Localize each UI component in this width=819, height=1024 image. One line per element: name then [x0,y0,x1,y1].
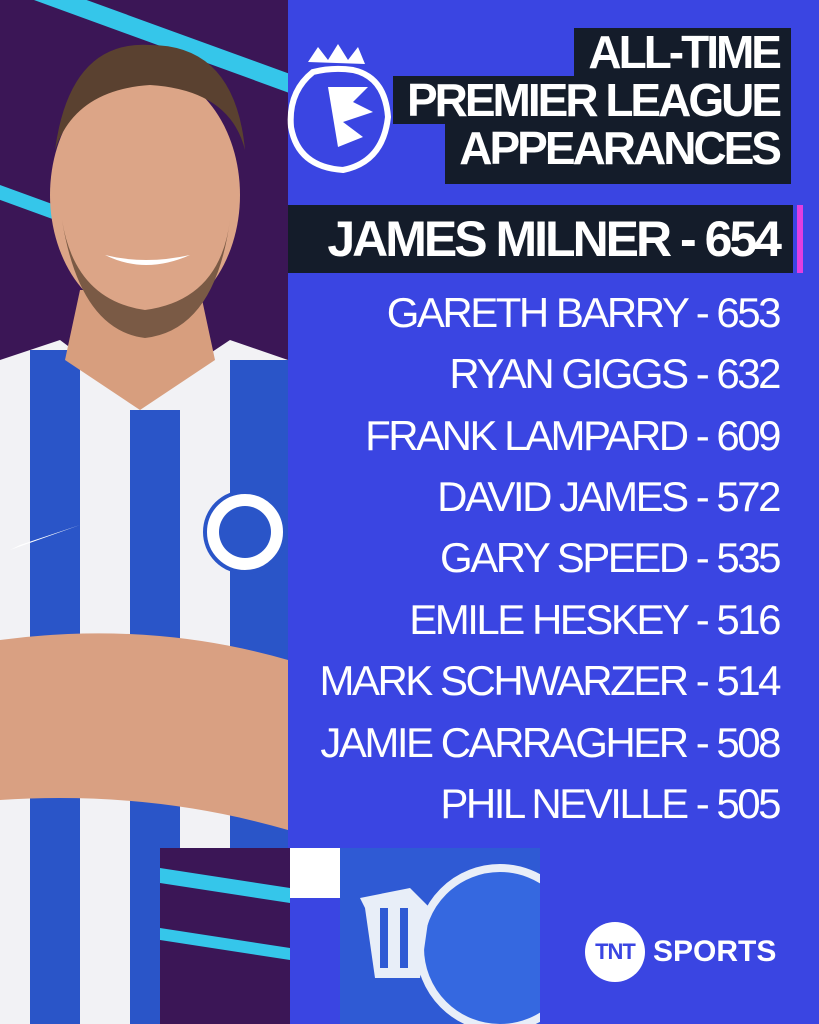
list-item: GARETH BARRY - 653 [386,289,782,336]
list-item: GARY SPEED - 535 [440,534,781,581]
list-item: PHIL NEVILLE - 505 [440,780,781,827]
list-item: JAMIE CARRAGHER - 508 [320,719,781,766]
tnt-sports-logo: TNT SPORTS [585,922,776,982]
title-line-3: APPEARANCES [445,124,791,184]
leader-entry: JAMES MILNER - 654 [327,211,782,267]
list-item: FRANK LAMPARD - 609 [365,412,781,459]
list-item: MARK SCHWARZER - 514 [319,657,781,704]
club-pins-photo [160,848,540,1024]
tnt-sports-text: SPORTS [653,935,777,968]
title-line-2: PREMIER LEAGUE [392,76,791,124]
list-item: RYAN GIGGS - 632 [449,350,781,397]
title-line-1: ALL-TIME [574,28,791,76]
premier-league-lion-icon [287,44,392,174]
accent-bar [797,205,803,273]
list-item: DAVID JAMES - 572 [437,473,781,520]
tnt-mark: TNT [585,922,645,982]
list-item: EMILE HESKEY - 516 [409,596,781,643]
leader-banner [288,205,793,273]
